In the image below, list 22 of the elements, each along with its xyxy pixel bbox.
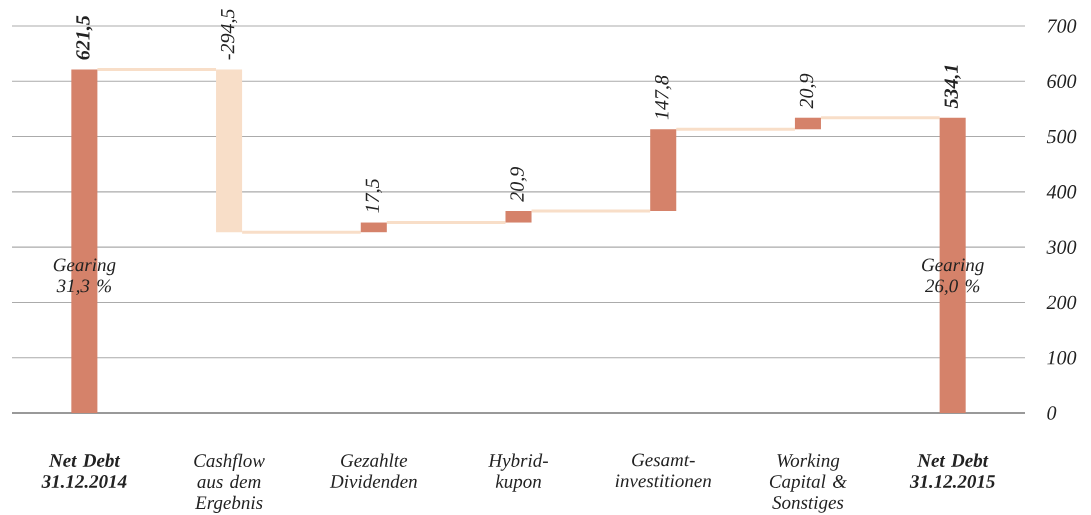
x-tick-label: Net Debt 31.12.2014 <box>41 453 127 488</box>
y-tick-label: 500 <box>1046 129 1077 144</box>
data-label: 17,5 <box>365 178 382 213</box>
y-tick-label: 0 <box>1047 406 1057 420</box>
x-tick-label: Net Debt 31.12.2015 <box>909 453 995 488</box>
data-label: 534,1 <box>944 65 961 109</box>
y-tick-label: 100 <box>1047 350 1077 365</box>
data-label: 147,8 <box>655 75 672 120</box>
x-tick-label: Working Capital & Sonstiges <box>769 453 847 513</box>
y-tick-label: 300 <box>1046 240 1077 254</box>
x-tick-label: Gesamt-investitionen <box>615 453 711 488</box>
x-tick-label: Cashflow aus dem Ergebnis <box>194 453 265 513</box>
data-label: 621,5 <box>76 15 93 60</box>
data-label: 20,9 <box>510 167 527 202</box>
y-tick-label: 200 <box>1046 295 1077 310</box>
x-tick-label: Gezahlte Dividenden <box>329 453 417 488</box>
data-label: 20,9 <box>799 73 817 109</box>
y-tick-label: 400 <box>1046 185 1077 199</box>
y-tick-label: 700 <box>1047 19 1077 33</box>
data-label: -294,5 <box>220 9 238 60</box>
y-tick-label: 600 <box>1047 74 1077 89</box>
x-tick-label: Hybrid-kupon <box>488 453 548 492</box>
